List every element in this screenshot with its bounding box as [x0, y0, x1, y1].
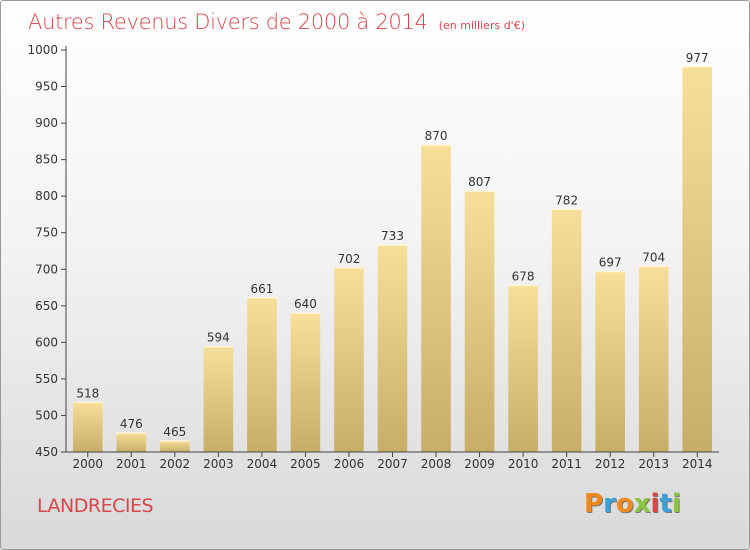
data-label: 678	[512, 269, 535, 283]
logo-letter: i	[671, 489, 681, 519]
y-tick-label: 700	[35, 262, 58, 276]
bar	[638, 266, 669, 452]
x-tick-label: 2008	[421, 457, 452, 471]
x-tick-label: 2001	[116, 457, 147, 471]
bar	[682, 66, 713, 452]
bar	[551, 209, 582, 452]
y-tick-label: 850	[35, 153, 58, 167]
chart-title: Autres Revenus Divers de 2000 à 2014	[28, 10, 428, 34]
x-tick-label: 2004	[247, 457, 278, 471]
x-tick-label: 2011	[551, 457, 582, 471]
bar	[72, 402, 103, 452]
location-label: LANDRECIES	[37, 495, 154, 517]
data-label: 661	[250, 282, 273, 296]
bar	[595, 271, 625, 452]
y-tick-label: 1000	[27, 43, 58, 57]
x-tick-label: 2003	[203, 457, 234, 471]
y-tick-label: 950	[35, 80, 58, 94]
data-label: 870	[425, 129, 448, 143]
x-tick-label: 2005	[290, 457, 321, 471]
x-tick-label: 2000	[72, 457, 103, 471]
x-tick-label: 2002	[160, 457, 191, 471]
x-tick-label: 2006	[334, 457, 365, 471]
data-label: 704	[642, 250, 665, 264]
proxiti-logo: Proxiti	[584, 489, 681, 519]
x-tick-label: 2014	[682, 457, 713, 471]
y-tick-label: 650	[35, 299, 58, 313]
x-tick-label: 2009	[464, 457, 495, 471]
chart-title-row: Autres Revenus Divers de 2000 à 2014 (en…	[28, 10, 525, 34]
y-tick-label: 600	[35, 335, 58, 349]
data-label: 702	[338, 252, 361, 266]
data-label: 807	[468, 175, 491, 189]
data-label: 782	[555, 193, 578, 207]
bar	[203, 346, 234, 452]
data-label: 594	[207, 331, 230, 345]
data-label: 518	[76, 386, 99, 400]
data-label: 640	[294, 297, 317, 311]
y-tick-label: 500	[35, 408, 58, 422]
logo-letter: i	[650, 489, 660, 519]
y-tick-label: 800	[35, 189, 58, 203]
data-label: 977	[686, 51, 709, 65]
bar	[334, 267, 364, 452]
x-tick-label: 2012	[595, 457, 626, 471]
logo-letter: o	[615, 489, 634, 519]
logo-letter: P	[584, 489, 604, 519]
logo-letter: t	[659, 489, 672, 519]
bar	[247, 297, 277, 452]
bar	[290, 313, 321, 452]
bar	[377, 245, 408, 452]
data-label: 465	[163, 425, 186, 439]
y-tick-label: 750	[35, 226, 58, 240]
bar	[421, 145, 451, 452]
data-label: 733	[381, 229, 404, 243]
data-label: 476	[120, 417, 143, 431]
x-tick-label: 2010	[508, 457, 539, 471]
y-tick-label: 450	[35, 445, 58, 459]
chart-subtitle: (en milliers d'€)	[438, 19, 525, 32]
bar	[464, 191, 495, 452]
logo-letter: r	[603, 489, 616, 519]
y-tick-label: 900	[35, 116, 58, 130]
bar	[116, 432, 147, 452]
bar	[160, 441, 190, 452]
y-tick-label: 550	[35, 372, 58, 386]
logo-letter: x	[633, 489, 651, 519]
x-tick-label: 2007	[377, 457, 408, 471]
data-label: 697	[599, 255, 622, 269]
bar	[508, 285, 538, 452]
x-tick-label: 2013	[638, 457, 669, 471]
